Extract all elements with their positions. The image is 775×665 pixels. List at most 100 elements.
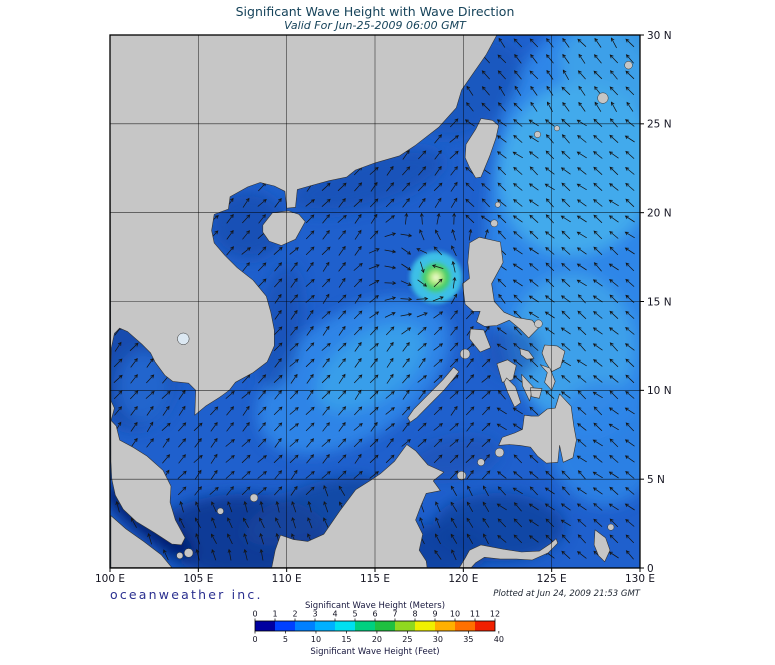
legend-feet-tick-label: 35 (463, 635, 473, 644)
land-hainan (262, 210, 306, 246)
lon-tick-label: 105 E (183, 573, 213, 585)
land-luzon (462, 236, 539, 339)
ocean-region-scs-light-core (316, 323, 427, 412)
legend-meters-tick-label: 3 (312, 610, 317, 619)
legend-color-segment (295, 621, 315, 631)
lat-tick-label: 30 N (647, 30, 672, 42)
legend-color-segment (435, 621, 455, 631)
wave-arrow-field (113, 37, 635, 561)
legend-meters-tick-label: 11 (470, 610, 480, 619)
land-cebu (521, 374, 534, 402)
storm-ring (432, 274, 440, 282)
latlon-grid (110, 35, 640, 568)
ocean-region-borneo-nw-coastal-dark (244, 476, 382, 546)
plotted-timestamp: Plotted at Jun 24, 2009 21:53 GMT (493, 589, 641, 599)
island-anambas (216, 507, 224, 515)
legend-color-bar: 0 1 2 3 4 5 6 7 8 9 10 11 120 5 10 15 20 25 30 35 40 (252, 610, 503, 645)
legend-meters-tick-label: 6 (372, 610, 377, 619)
island-morotai (607, 523, 615, 531)
lon-tick-label: 120 E (448, 573, 478, 585)
lat-tick-label: 15 N (647, 296, 672, 308)
lon-tick-label: 115 E (360, 573, 390, 585)
legend-meters-tick-label: 4 (332, 610, 337, 619)
legend-meters-tick-label: 10 (450, 610, 460, 619)
valid-time-subtitle: Valid For Jun-25-2009 06:00 GMT (284, 19, 467, 32)
legend-feet-tick-label: 40 (494, 635, 504, 644)
island-tawi-tawi (456, 470, 467, 481)
ocean-region-china-coast-dark (288, 148, 444, 214)
legend-color-segment (255, 621, 275, 631)
legend-meters-tick-label: 2 (292, 610, 297, 619)
legend-meters-tick-label: 7 (392, 610, 397, 619)
land-mindanao (498, 393, 577, 464)
lon-tick-label: 100 E (95, 573, 125, 585)
legend-feet-tick-label: 30 (433, 635, 443, 644)
lake-tonle-sap-lake (177, 332, 190, 345)
legend-meters-tick-label: 9 (432, 610, 437, 619)
legend-feet-tick-label: 5 (283, 635, 288, 644)
legend-feet-tick-label: 15 (341, 635, 351, 644)
lon-tick-label: 130 E (625, 573, 655, 585)
legend-color-segment (335, 621, 355, 631)
legend-feet-tick-label: 20 (372, 635, 382, 644)
legend-feet-tick-label: 0 (252, 635, 257, 644)
legend-feet-label: Significant Wave Height (Feet) (310, 647, 439, 657)
island-okinawa (597, 92, 609, 104)
legend-color-segment (415, 621, 435, 631)
land-borneo (271, 444, 445, 568)
legend-color-segment (275, 621, 295, 631)
page-title: Significant Wave Height with Wave Direct… (236, 4, 515, 19)
lon-tick-label: 125 E (537, 573, 567, 585)
legend-meters-tick-label: 12 (490, 610, 500, 619)
island-batan (494, 201, 501, 208)
island-ishigaki (534, 131, 541, 138)
land-sulawesi-north (459, 538, 559, 568)
legend-meters-tick-label: 5 (352, 610, 357, 619)
land-layer (110, 35, 633, 568)
ocean-region-gulf-thailand-core (117, 350, 170, 423)
axis-labels: 100 E 105 E 110 E 115 E 120 E 125 E 130 E 30 N 2… (95, 30, 672, 585)
land-negros (503, 377, 522, 408)
lon-tick-label: 110 E (272, 573, 302, 585)
land-masbate (519, 348, 535, 360)
island-miyako (554, 125, 560, 132)
island-amami (624, 61, 633, 70)
legend-color-segment (355, 621, 375, 631)
lat-tick-label: 5 N (647, 474, 665, 486)
legend-meters-tick-label: 8 (412, 610, 417, 619)
legend-color-segment (475, 621, 495, 631)
oceanweather-logo: oceanweather inc. (110, 587, 263, 602)
land-mindoro (469, 328, 491, 353)
legend-color-segment (375, 621, 395, 631)
legend-feet-tick-label: 25 (402, 635, 412, 644)
ocean-region-celebes-dark (432, 493, 565, 562)
legend-color-segment (315, 621, 335, 631)
legend-meters-tick-label: 1 (272, 610, 277, 619)
land-halmahera (593, 529, 611, 563)
island-catanduanes (534, 319, 543, 328)
lat-tick-label: 20 N (647, 207, 672, 219)
island-jolo (477, 458, 485, 467)
island-calamian (459, 348, 471, 360)
island-batam (176, 552, 184, 559)
legend-color-segment (455, 621, 475, 631)
island-basilan (494, 447, 505, 458)
island-bintan (183, 548, 194, 558)
island-natuna (249, 493, 259, 502)
land-taiwan (464, 118, 499, 179)
island-babuyan (490, 219, 499, 228)
storm-wave-peak (409, 251, 462, 304)
ocean-region-northeast-corner-light (560, 35, 640, 108)
land-mainland-asia (110, 35, 498, 546)
legend-feet-tick-label: 10 (311, 635, 321, 644)
legend-color-segment (395, 621, 415, 631)
lat-tick-label: 0 (647, 563, 654, 575)
legend-meters-label: Significant Wave Height (Meters) (305, 601, 445, 611)
legend-meters-tick-label: 0 (252, 610, 257, 619)
land-panay (496, 359, 517, 383)
lat-tick-label: 10 N (647, 385, 672, 397)
lat-tick-label: 25 N (647, 119, 672, 131)
land-samar (541, 344, 566, 372)
